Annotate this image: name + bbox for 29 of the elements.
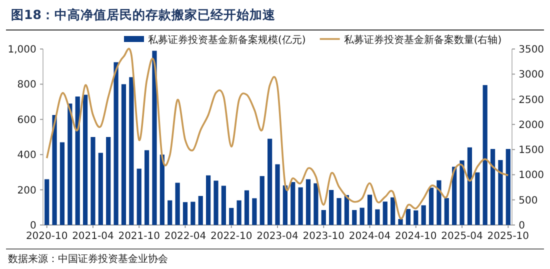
- x-tick-label: 2023-04: [256, 231, 298, 242]
- tick-label: 500: [518, 195, 538, 206]
- tick-label: 600: [17, 114, 36, 126]
- tick-label: 1000: [518, 170, 544, 182]
- tick-label: 200: [17, 185, 36, 196]
- x-tick-label: 2025-04: [441, 231, 483, 242]
- tick-label: 2000: [518, 120, 544, 131]
- x-tick-label: 2023-10: [302, 231, 345, 242]
- x-tick-label: 2024-10: [395, 231, 437, 242]
- x-tick-label: 2022-10: [210, 231, 252, 242]
- annotation: 数据来源：中国证券投资基金业协会: [8, 254, 168, 265]
- x-tick-label: 2021-10: [118, 231, 160, 242]
- tick-label: 0: [518, 220, 525, 232]
- legend-label: 私募证券投资基金新备案规模(亿元): [148, 34, 306, 46]
- tick-label: 2500: [518, 94, 544, 106]
- tick-label: 1,000: [8, 44, 36, 56]
- x-tick-label: 2020-10: [26, 231, 68, 242]
- legend-label: 私募证券投资基金新备案数量(右轴): [344, 34, 502, 46]
- x-tick-label: 2021-04: [72, 231, 114, 242]
- tick-label: 1500: [518, 145, 544, 156]
- x-tick-label: 2022-04: [164, 231, 206, 242]
- title: 图18：中高净值居民的存款搬家已经开始加速: [11, 7, 276, 22]
- tick-label: 0: [30, 220, 36, 232]
- x-tick-label: 2024-04: [348, 231, 391, 242]
- tick-label: 3500: [518, 44, 544, 56]
- tick-label: 400: [17, 150, 36, 162]
- x-tick-label: 2025-10: [487, 231, 530, 242]
- tick-label: 3000: [518, 70, 544, 81]
- tick-label: 800: [17, 80, 36, 91]
